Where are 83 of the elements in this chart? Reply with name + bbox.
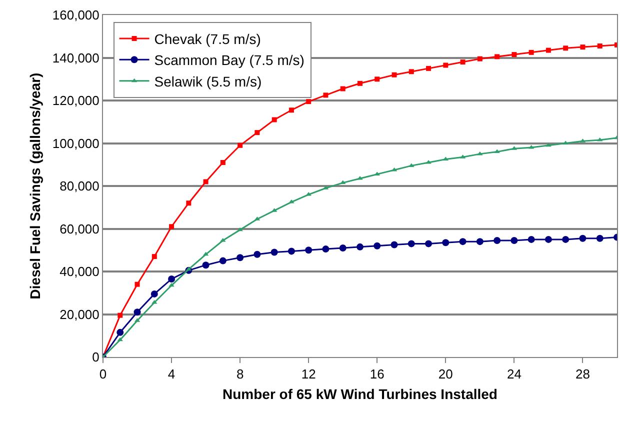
point [339,244,346,252]
point [322,246,330,253]
point [544,236,552,243]
point [288,248,295,255]
legend-label: Selawik (5.5 m/s) [154,73,262,90]
y-axis-title: Diesel Fuel Savings (gallons/year) [27,72,43,300]
point [392,72,397,78]
point [220,160,226,165]
y-tick-label: 0 [92,350,100,365]
point [596,234,604,242]
point [116,328,124,336]
y-tick-label: 60,000 [60,221,100,236]
y-tick-label: 160,000 [52,8,100,23]
point [152,254,157,260]
x-axis-title: Number of 65 kW Wind Turbines Installed [222,386,498,402]
point [118,312,123,318]
point [477,56,482,62]
point [374,242,381,250]
x-tick-label: 16 [370,366,384,382]
point [358,80,362,86]
point [254,130,260,136]
point [476,238,484,246]
point [494,237,501,244]
point [169,224,174,230]
point [562,236,570,243]
point [459,238,466,246]
point [390,241,398,248]
point [237,227,243,232]
y-tick-label: 140,000 [52,50,100,66]
point [236,254,244,262]
point [426,66,432,71]
point [528,50,534,55]
point [460,60,466,65]
point [288,108,294,113]
point [254,250,261,258]
point [134,308,141,316]
x-tick-label: 28 [575,366,590,382]
point [305,246,312,254]
point [579,234,586,242]
point [340,86,346,92]
point [512,52,517,58]
x-tick-label: 20 [438,366,453,382]
point [442,239,450,246]
point [494,149,500,154]
point [270,248,278,256]
y-tick-label: 40,000 [60,264,100,280]
y-tick-label: 120,000 [52,93,100,108]
point [202,262,210,269]
x-tick-label: 12 [301,366,316,382]
x-tick-label: 8 [236,366,244,382]
point [443,62,448,68]
x-tick-label: 4 [168,366,176,382]
point [528,236,535,243]
point [356,243,364,250]
point [150,290,158,298]
point [546,48,551,53]
point [323,92,328,98]
point [186,200,192,206]
point [425,240,432,248]
point [597,43,602,48]
y-tick-label: 80,000 [60,178,100,194]
y-tick-label: 100,000 [52,136,100,151]
point [219,257,226,264]
point [134,282,140,287]
legend-label: Scammon Bay (7.5 m/s) [154,52,304,68]
point [306,99,312,104]
y-tick-label: 20,000 [60,306,100,322]
x-tick-label: 24 [506,366,522,382]
point [374,76,380,82]
point [563,46,568,51]
point [510,237,518,244]
point [203,179,208,184]
point [168,282,174,287]
point [408,69,414,74]
legend-label: Chevak (7.5 m/s) [154,30,261,47]
point [580,44,586,50]
point [238,142,243,148]
point [494,54,500,60]
line-series [103,135,617,357]
point [408,240,415,248]
point [168,275,176,282]
point [546,142,552,147]
point [272,117,277,122]
